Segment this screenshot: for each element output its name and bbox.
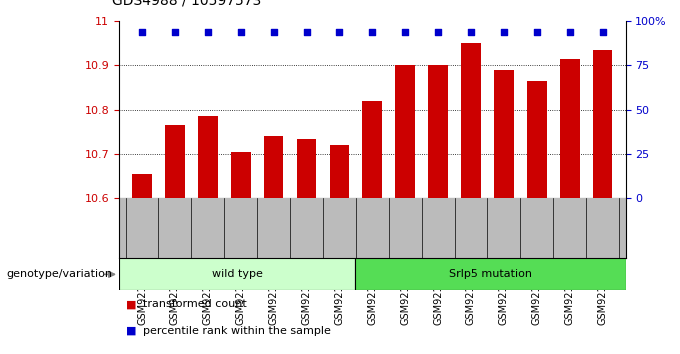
Bar [428, 65, 448, 198]
Bar [593, 50, 613, 198]
Bar [494, 70, 514, 198]
Bar [395, 65, 415, 198]
Point [137, 29, 148, 35]
Point [268, 29, 279, 35]
Text: wild type: wild type [211, 269, 262, 279]
Point [531, 29, 542, 35]
Point [400, 29, 411, 35]
Point [301, 29, 312, 35]
Bar [356, 258, 626, 290]
Point [498, 29, 509, 35]
Text: ■: ■ [126, 326, 136, 336]
Bar [560, 59, 579, 198]
Bar [264, 136, 284, 198]
Bar [198, 116, 218, 198]
Point [169, 29, 180, 35]
Bar [527, 81, 547, 198]
Point [203, 29, 214, 35]
Point [466, 29, 477, 35]
Bar [231, 152, 251, 198]
Text: transformed count: transformed count [143, 299, 247, 309]
Point [235, 29, 246, 35]
Bar [132, 174, 152, 198]
Point [334, 29, 345, 35]
Bar [165, 125, 185, 198]
Bar [119, 258, 356, 290]
Point [564, 29, 575, 35]
Bar [362, 101, 382, 198]
Text: GDS4988 / 10597573: GDS4988 / 10597573 [112, 0, 261, 7]
Point [367, 29, 378, 35]
Bar [330, 145, 350, 198]
Text: percentile rank within the sample: percentile rank within the sample [143, 326, 330, 336]
Text: Srlp5 mutation: Srlp5 mutation [449, 269, 532, 279]
Text: ■: ■ [126, 299, 136, 309]
Point [597, 29, 608, 35]
Bar [296, 138, 316, 198]
Text: genotype/variation: genotype/variation [7, 269, 113, 279]
Bar [461, 44, 481, 198]
Point [432, 29, 443, 35]
